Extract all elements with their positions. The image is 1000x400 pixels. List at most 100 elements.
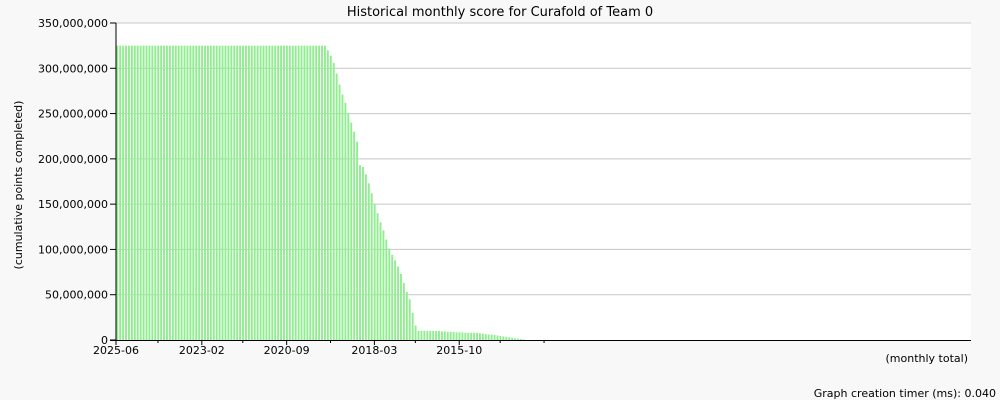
bar — [227, 45, 230, 341]
bar — [452, 331, 455, 340]
bar — [420, 330, 423, 340]
bar — [271, 45, 274, 341]
bar — [177, 45, 180, 341]
bar — [186, 45, 189, 341]
x-tick-label: 2015-10 — [436, 344, 482, 357]
bar — [119, 45, 122, 341]
bar — [508, 337, 511, 340]
bar — [303, 45, 306, 341]
bar — [300, 45, 303, 341]
bar — [382, 230, 385, 340]
bar — [408, 299, 411, 340]
bar — [291, 45, 294, 341]
bar — [373, 204, 376, 340]
bar — [356, 141, 359, 340]
bar — [411, 312, 414, 340]
bar — [505, 336, 508, 340]
bar — [364, 174, 367, 340]
bar — [236, 45, 239, 341]
y-tick-label: 350,000,000 — [38, 17, 108, 30]
bar — [239, 45, 242, 341]
bar — [224, 45, 227, 341]
bar — [212, 45, 215, 341]
bar — [171, 45, 174, 341]
bar — [493, 335, 496, 340]
bar — [446, 331, 449, 340]
bar — [440, 331, 443, 340]
bar — [470, 332, 473, 340]
bar — [280, 45, 282, 341]
bar — [514, 338, 516, 340]
bar — [326, 50, 329, 341]
bar — [145, 45, 148, 341]
bar — [476, 332, 478, 340]
bar — [265, 45, 268, 341]
axes — [110, 23, 971, 341]
y-tick-label: 50,000,000 — [45, 289, 108, 302]
bar — [432, 330, 435, 340]
bar — [253, 45, 256, 341]
bar — [438, 330, 440, 340]
bar — [359, 165, 361, 340]
bar — [461, 332, 464, 340]
bar — [519, 339, 522, 340]
bar — [139, 45, 142, 341]
bar — [204, 45, 206, 341]
bar — [467, 332, 470, 340]
bar — [499, 335, 502, 340]
bar — [154, 45, 157, 341]
x-tick-label: 2023-02 — [179, 344, 225, 357]
bar — [294, 45, 297, 341]
bar — [218, 45, 221, 341]
bar — [417, 330, 420, 340]
bar — [256, 45, 259, 341]
bar — [379, 222, 382, 340]
bar — [397, 266, 399, 340]
y-tick-label: 250,000,000 — [38, 108, 108, 121]
bar — [502, 336, 505, 340]
bar — [400, 273, 402, 340]
x-tick-label: 2018-03 — [351, 344, 397, 357]
bar — [183, 45, 186, 341]
bar — [221, 45, 224, 341]
bar — [259, 45, 262, 341]
bar — [128, 45, 130, 341]
bar — [458, 332, 461, 340]
bar — [195, 45, 198, 341]
y-tick-labels: 0 50,000,000 100,000,000 150,000,000 200,000… — [38, 17, 116, 347]
bar — [262, 45, 265, 341]
bar — [405, 291, 408, 340]
bar — [297, 45, 300, 341]
bar — [116, 45, 119, 341]
bar — [344, 102, 347, 341]
bar — [277, 45, 280, 341]
bar — [148, 45, 151, 341]
bar — [341, 94, 344, 341]
bar — [312, 45, 315, 341]
bar — [318, 45, 321, 341]
bar — [391, 254, 394, 340]
bar — [142, 45, 145, 341]
bar — [247, 45, 250, 341]
bar — [250, 45, 253, 341]
bar — [443, 331, 446, 340]
bar — [414, 325, 417, 340]
bar — [288, 45, 291, 341]
bar — [376, 213, 379, 340]
y-axis-label: (cumulative points completed) — [12, 101, 25, 270]
bar — [166, 45, 168, 341]
bar — [332, 62, 335, 340]
bar — [174, 45, 177, 341]
bar — [321, 45, 323, 341]
bar — [160, 45, 163, 341]
bar — [353, 131, 356, 340]
bar — [350, 122, 353, 340]
bar — [479, 333, 481, 340]
bar — [306, 45, 309, 341]
bar — [274, 45, 277, 341]
bar — [517, 338, 519, 340]
bar — [180, 45, 183, 341]
bar — [151, 45, 154, 341]
